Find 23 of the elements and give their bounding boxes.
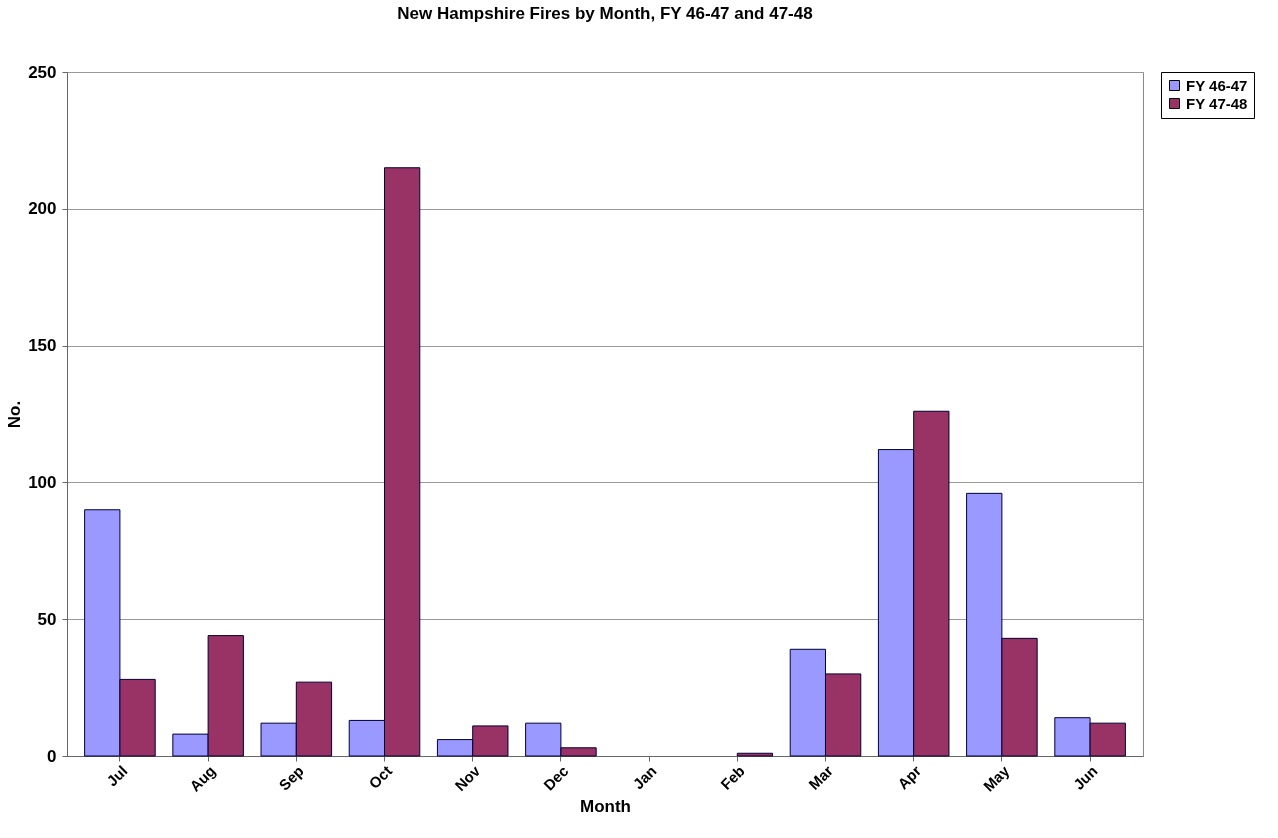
legend-label: FY 47-48 [1186,94,1248,112]
x-tick-label: Jul [103,762,131,790]
x-tick-label: Jan [629,762,660,793]
y-tick-label: 250 [28,62,57,82]
x-tick-label: Feb [717,762,748,793]
y-tick-label: 0 [47,746,57,766]
bar [736,752,774,757]
legend-label: FY 46-47 [1186,76,1248,94]
x-tick-label: Jun [1069,762,1101,793]
chart-title: New Hampshire Fires by Month, FY 46-47 and 47-48 [397,4,813,23]
x-tick-label: Mar [805,761,837,793]
x-tick-label: Apr [894,761,925,793]
y-axis-title: No. [5,400,25,429]
y-tick-label: 200 [28,199,57,219]
x-tick-label: Nov [451,761,484,795]
x-tick-label: Oct [365,762,396,792]
x-axis-title: Month [580,796,631,816]
y-tick-label: 150 [28,336,57,356]
y-tick-label: 50 [37,609,57,629]
x-tick-label: Sep [275,762,307,794]
y-tick-label: 100 [28,472,57,492]
x-tick-label: Aug [186,762,219,795]
x-tick-label: Dec [540,762,572,794]
